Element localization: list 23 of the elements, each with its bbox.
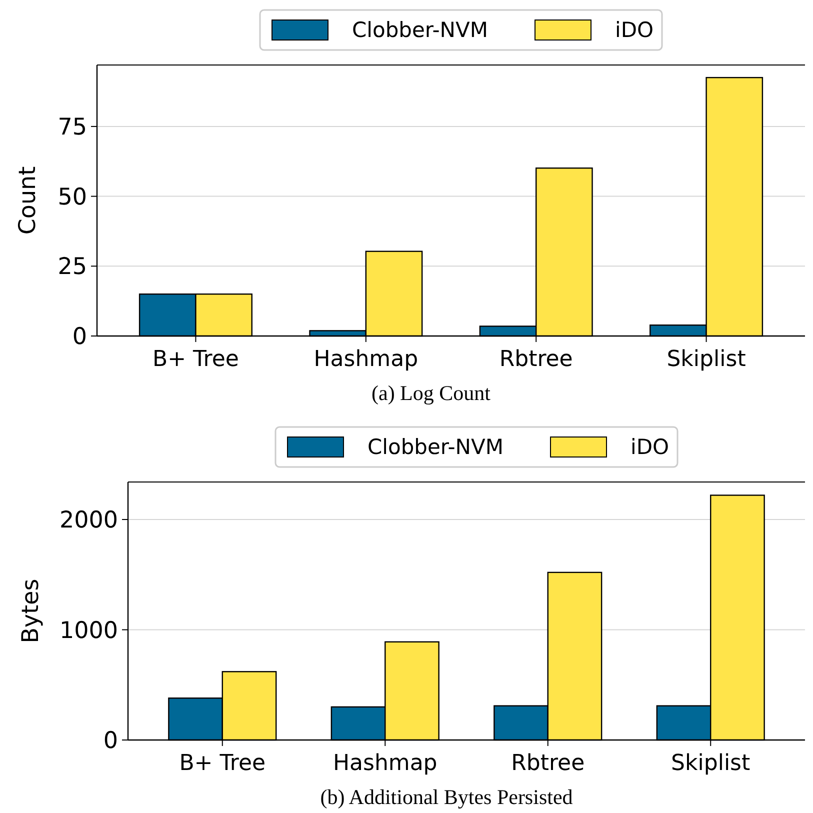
y-tick-label: 0 (103, 728, 118, 754)
text: (a) Log Count (372, 381, 491, 405)
legend-label: iDO (615, 18, 654, 42)
y-tick-label: 0 (72, 324, 87, 350)
x-tick-label: Rbtree (499, 347, 573, 372)
x-tick-label: Hashmap (332, 751, 438, 776)
text: (b) Additional Bytes Persisted (320, 785, 574, 809)
x-tick-label: Skiplist (666, 347, 746, 372)
x-tick-label: B+ Tree (179, 751, 266, 776)
y-tick-label: 1000 (59, 618, 118, 644)
legend-label: Clobber-NVM (368, 435, 504, 459)
y-tick-label: 25 (58, 254, 87, 280)
y-axis-title: Bytes (18, 578, 44, 644)
x-tick-label: Hashmap (314, 347, 418, 372)
x-tick-label: Skiplist (671, 751, 751, 776)
legend-label: iDO (630, 435, 670, 459)
y-tick-label: 2000 (59, 508, 118, 534)
y-tick-label: 50 (58, 184, 87, 210)
legend-label: Clobber-NVM (352, 18, 488, 42)
x-tick-label: Rbtree (511, 751, 585, 776)
y-axis-title: Count (15, 166, 41, 235)
x-tick-label: B+ Tree (152, 347, 239, 372)
y-tick-label: 75 (58, 114, 87, 141)
